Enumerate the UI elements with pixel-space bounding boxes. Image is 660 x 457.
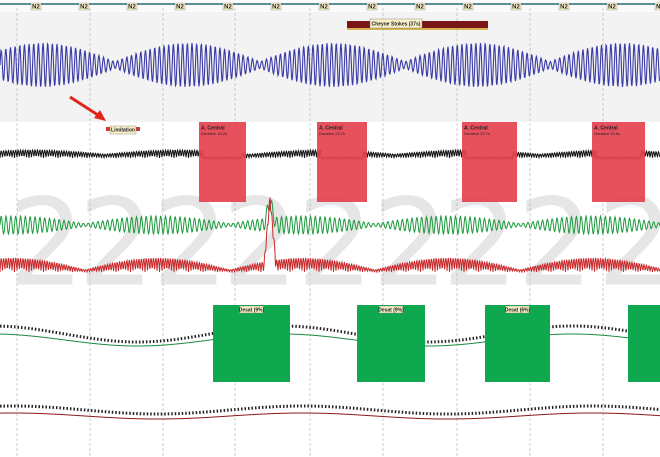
stage-label: N2 (320, 5, 328, 11)
watermark: 2 (8, 175, 84, 314)
stage-box (606, 2, 618, 11)
apnea-label: A. Central (201, 125, 225, 131)
stage-box (174, 2, 186, 11)
waveform (0, 197, 660, 274)
stage-bar (0, 0, 660, 12)
arrow-head (94, 110, 106, 121)
stage-label: N2 (80, 5, 88, 11)
desat-label: Desat (6%) (505, 307, 531, 313)
stage-box (126, 2, 138, 11)
waveform (0, 42, 660, 88)
stage-box (462, 2, 474, 11)
events: Cheyne Stokes (37s)Limitation A. CentralD… (106, 18, 660, 382)
stage-label: N2 (224, 5, 232, 11)
desat-label: Desat (9%) (378, 307, 404, 313)
desaturation (213, 305, 290, 382)
arrow (69, 95, 102, 119)
limitation-label: Limitation (111, 127, 135, 133)
stage-label: N2 (464, 5, 472, 11)
stage-label: N2 (560, 5, 568, 11)
waveform (0, 412, 660, 420)
central-apnea (199, 122, 246, 202)
apnea-duration: Duration 22.7s (464, 131, 490, 136)
desat-tag (505, 305, 530, 314)
central-apnea (592, 122, 645, 202)
stage-box (414, 2, 426, 11)
desaturation (485, 305, 550, 382)
stage-box (558, 2, 570, 11)
stage-box (510, 2, 522, 11)
stage-box (654, 2, 660, 11)
watermark: 2 (517, 175, 593, 314)
stage-label: N2 (32, 5, 40, 11)
stage-box (318, 2, 330, 11)
waveform (0, 404, 660, 416)
stage-box (366, 2, 378, 11)
desat-tag (378, 305, 404, 314)
stage-label: N2 (512, 5, 520, 11)
apnea-label: A. Central (319, 125, 343, 131)
desaturation (357, 305, 425, 382)
cheyne-stokes-tag (369, 18, 423, 29)
waveform (0, 199, 660, 236)
watermark: 2 (78, 175, 154, 314)
stage-box (30, 2, 42, 11)
top-channel-bg (0, 0, 660, 122)
apnea-duration: Duration 20.5s (594, 131, 620, 136)
limitation-tag (109, 125, 137, 135)
desaturation (628, 305, 660, 382)
desat-tag (239, 305, 264, 314)
apnea-duration: Duration 23.7s (319, 131, 345, 136)
stage-label: N2 (656, 5, 660, 11)
stage-label: N2 (608, 5, 616, 11)
stage-box (78, 2, 90, 11)
stage-label: N2 (176, 5, 184, 11)
stage-box (222, 2, 234, 11)
central-apnea (317, 122, 367, 202)
stage-box (270, 2, 282, 11)
central-apnea (462, 122, 517, 202)
apnea-label: A. Central (594, 125, 618, 131)
stage-label: N2 (416, 5, 424, 11)
stage-label: N2 (272, 5, 280, 11)
apnea-label: A. Central (464, 125, 488, 131)
stage-label: N2 (368, 5, 376, 11)
desat-label: Desat (9%) (239, 307, 265, 313)
watermark: 2 (372, 175, 448, 314)
cheyne-stokes-label: Cheyne Stokes (37s) (372, 21, 421, 27)
apnea-duration: Duration 19.2s (201, 131, 227, 136)
waveform (0, 333, 660, 347)
stage-label: N2 (128, 5, 136, 11)
